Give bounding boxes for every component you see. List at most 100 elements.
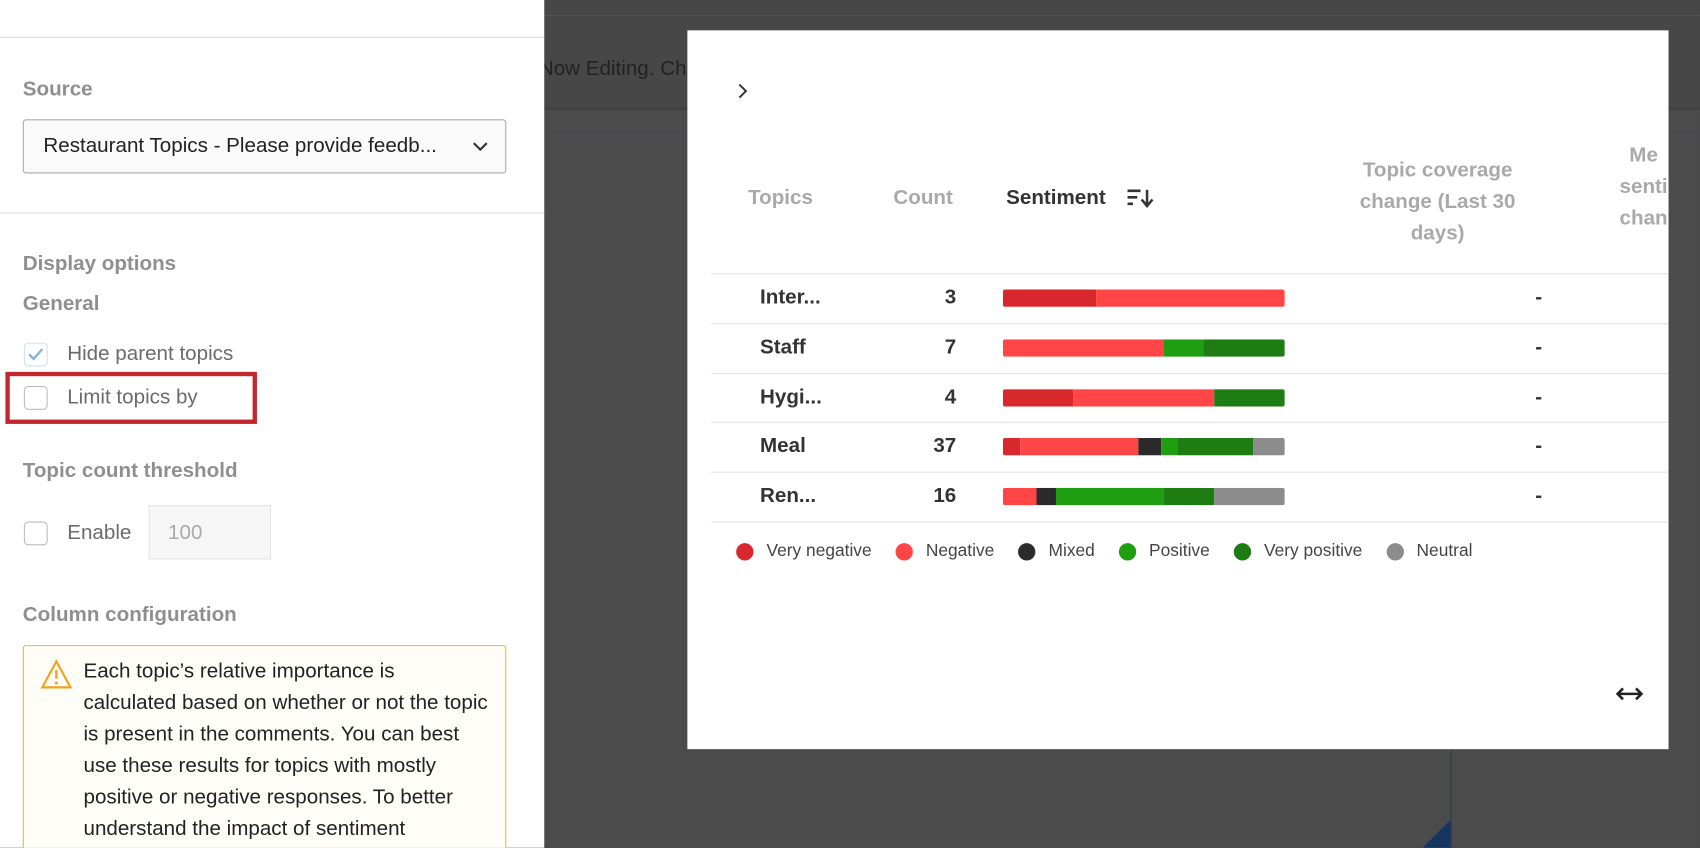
legend-item: Negative	[895, 542, 994, 562]
resize-icon[interactable]	[1615, 684, 1644, 704]
legend-dot	[1386, 543, 1404, 561]
header-line: chan	[1619, 207, 1668, 230]
sentiment-segment	[1163, 339, 1203, 357]
sentiment-segment	[1036, 488, 1057, 506]
divider	[711, 372, 1669, 374]
divider	[0, 36, 545, 38]
sentiment-segment	[1095, 289, 1285, 307]
topic-name: Ren...	[760, 484, 817, 508]
coverage-value: -	[1535, 435, 1543, 458]
sentiment-segment	[1253, 438, 1285, 456]
topic-name: Hygi...	[760, 385, 822, 409]
warning-box: Each topic’s relative importance is calc…	[22, 645, 507, 848]
sentiment-segment	[1202, 339, 1285, 357]
divider	[0, 15, 1700, 17]
label: Display options	[22, 252, 177, 276]
sentiment-segment	[1163, 488, 1215, 506]
warning-text: Each topic’s relative importance is calc…	[83, 660, 488, 841]
sentiment-segment	[1002, 488, 1037, 506]
divider	[1450, 749, 1452, 848]
sort-icon[interactable]	[1126, 188, 1156, 210]
header-line: senti	[1619, 175, 1668, 199]
divider	[0, 212, 545, 214]
legend-label: Positive	[1149, 542, 1210, 561]
sentiment-segment	[1073, 388, 1215, 407]
warning-icon	[40, 659, 73, 689]
sentiment-segment	[1160, 438, 1178, 456]
sentiment-bar	[1002, 438, 1285, 456]
topic-name: Staff	[760, 335, 806, 359]
topic-count: 3	[944, 286, 957, 309]
label: General	[22, 292, 100, 316]
legend-dot	[736, 543, 754, 561]
checkbox[interactable]	[23, 385, 48, 410]
expand-icon[interactable]	[735, 82, 750, 99]
legend-item: Neutral	[1386, 542, 1472, 562]
source-select[interactable]: Restaurant Topics - Please provide feedb…	[22, 119, 507, 174]
corner-decoration	[1422, 819, 1451, 848]
threshold-input[interactable]: 100	[148, 505, 272, 560]
legend-item: Very positive	[1233, 542, 1363, 562]
label: Column configuration	[22, 603, 237, 627]
placeholder: 100	[168, 521, 203, 545]
topic-name: Inter...	[760, 286, 821, 309]
sentiment-bar	[1002, 488, 1285, 506]
sentiment-bar	[1002, 289, 1285, 307]
highlight-box	[5, 371, 257, 424]
legend-dot	[895, 543, 913, 561]
divider	[711, 273, 1669, 275]
label: Source	[22, 78, 93, 101]
checkbox-label: Limit topics by	[67, 385, 198, 409]
dropdown-icon	[473, 142, 488, 152]
sentiment-segment	[1177, 438, 1254, 456]
sentiment-segment	[1019, 438, 1139, 456]
select-value: Restaurant Topics - Please provide feedb…	[43, 134, 437, 158]
sentiment-segment	[1056, 488, 1164, 506]
topic-count: 4	[944, 385, 957, 409]
sentiment-segment	[1002, 339, 1164, 357]
checkbox-label: Enable	[67, 521, 132, 545]
coverage-value: -	[1535, 484, 1543, 508]
coverage-value: -	[1535, 286, 1543, 309]
checkbox-checked[interactable]	[23, 342, 48, 367]
divider	[711, 422, 1669, 424]
coverage-value: -	[1535, 335, 1543, 359]
divider	[711, 322, 1669, 324]
legend-item: Mixed	[1018, 542, 1095, 562]
check-icon	[28, 348, 44, 361]
sentiment-segment	[1002, 388, 1074, 407]
coverage-value: -	[1535, 385, 1543, 409]
legend-item: Very negative	[736, 542, 872, 562]
sentiment-segment	[1002, 289, 1096, 307]
preview-modal: Topics Count Sentiment Topic coverage ch…	[687, 30, 1669, 750]
topic-count: 37	[933, 435, 957, 458]
sentiment-segment	[1214, 388, 1285, 407]
editing-text: Now Editing. Ch	[538, 57, 687, 81]
sentiment-bar	[1002, 339, 1285, 357]
checkbox-label: Hide parent topics	[67, 342, 234, 366]
sentiment-segment	[1214, 488, 1285, 506]
legend-dot	[1118, 543, 1137, 561]
topic-count: 7	[944, 335, 957, 359]
column-header[interactable]: Sentiment	[1006, 186, 1106, 210]
legend-item: Positive	[1118, 542, 1210, 562]
column-header: Topics	[748, 186, 813, 210]
legend-label: Very negative	[766, 542, 872, 561]
sentiment-segment	[1002, 438, 1020, 456]
side-panel: Source Restaurant Topics - Please provid…	[0, 0, 545, 848]
divider	[711, 471, 1669, 473]
sentiment-segment	[1138, 438, 1161, 456]
column-header: Count	[893, 186, 953, 210]
legend-label: Very positive	[1263, 542, 1363, 561]
legend: Very negative Negative Mixed Positive Very p…	[736, 542, 1472, 562]
topic-name: Meal	[760, 435, 806, 458]
sentiment-bar	[1002, 388, 1285, 407]
checkbox[interactable]	[23, 521, 48, 546]
legend-dot	[1233, 543, 1251, 561]
legend-label: Negative	[925, 542, 995, 561]
label: Topic count threshold	[22, 459, 238, 483]
header-line: Me	[1629, 144, 1658, 167]
legend-label: Neutral	[1416, 542, 1473, 561]
